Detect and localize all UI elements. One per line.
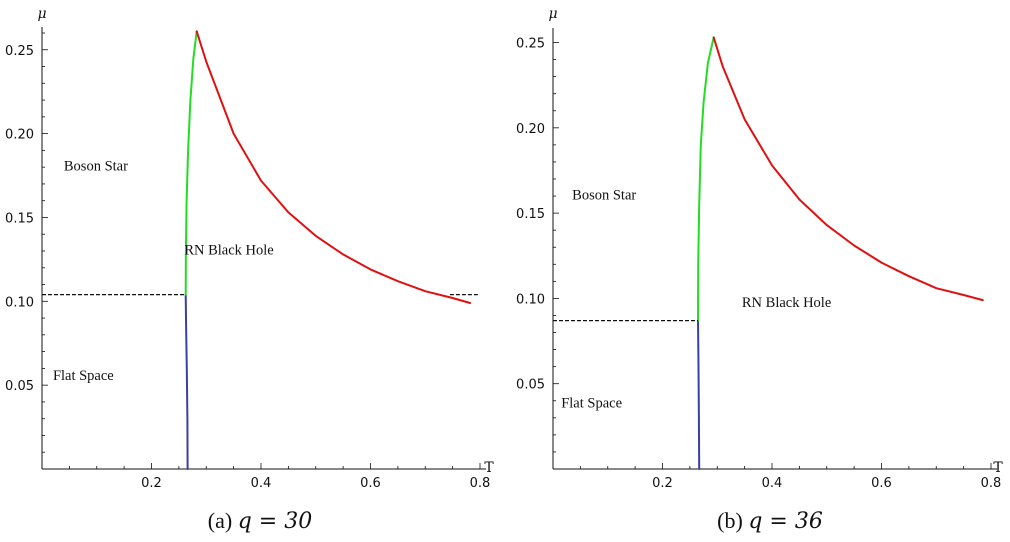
- phase-boundary-curve: [195, 30, 472, 304]
- caption-formula: q = 36: [748, 509, 823, 534]
- y-tick-label: 0.15: [516, 207, 545, 222]
- x-axis-label: T: [993, 460, 1003, 476]
- x-tick-label: 0.8: [470, 476, 491, 491]
- y-tick-label: 0.05: [516, 378, 545, 393]
- y-tick-label: 0.25: [516, 37, 545, 52]
- x-tick-label: 0.6: [871, 476, 892, 491]
- region-label: Flat Space: [561, 396, 622, 412]
- phase-boundary-curve: [184, 30, 198, 296]
- phase-boundary-curve: [697, 36, 715, 322]
- panel-caption: (a) q = 30: [208, 508, 312, 534]
- region-label: Flat Space: [53, 368, 114, 384]
- region-label: Boson Star: [572, 187, 636, 203]
- y-tick-label: 0.10: [516, 292, 545, 307]
- panel-a-q30: 0.2 0.4 0.6 0.8 0.05 0.10 0.15 0.20 0.25 μ T Boson …: [5, 6, 494, 534]
- x-tick-label: 0.2: [652, 476, 673, 491]
- y-axis-label: μ: [548, 6, 557, 22]
- x-tick-label: 0.8: [981, 476, 1002, 491]
- y-tick-label: 0.05: [5, 379, 34, 394]
- y-tick-label: 0.20: [516, 122, 545, 137]
- x-tick-label: 0.4: [251, 476, 272, 491]
- y-tick-label: 0.15: [5, 211, 34, 226]
- phase-boundary-curve: [697, 319, 701, 470]
- y-tick-label: 0.10: [5, 295, 34, 310]
- y-tick-label: 0.25: [5, 44, 34, 59]
- y-axis-label: μ: [37, 6, 46, 22]
- caption-formula: q = 30: [238, 509, 313, 534]
- phase-boundary-curve: [184, 293, 189, 470]
- caption-letter: (b): [717, 508, 748, 533]
- x-tick-label: 0.6: [360, 476, 381, 491]
- panel-caption: (b) q = 36: [717, 508, 823, 534]
- region-label: RN Black Hole: [742, 295, 831, 311]
- x-tick-label: 0.4: [762, 476, 783, 491]
- y-tick-label: 0.20: [5, 128, 34, 143]
- panel-b-q36: 0.2 0.4 0.6 0.8 0.05 0.10 0.15 0.20 0.25μ T Boson …: [516, 6, 1003, 534]
- x-tick-label: 0.2: [141, 476, 162, 491]
- region-label: Boson Star: [64, 159, 128, 175]
- caption-letter: (a): [208, 508, 238, 533]
- phase-boundary-curve: [712, 36, 984, 302]
- region-label: RN Black Hole: [184, 242, 273, 258]
- x-axis-label: T: [484, 460, 494, 476]
